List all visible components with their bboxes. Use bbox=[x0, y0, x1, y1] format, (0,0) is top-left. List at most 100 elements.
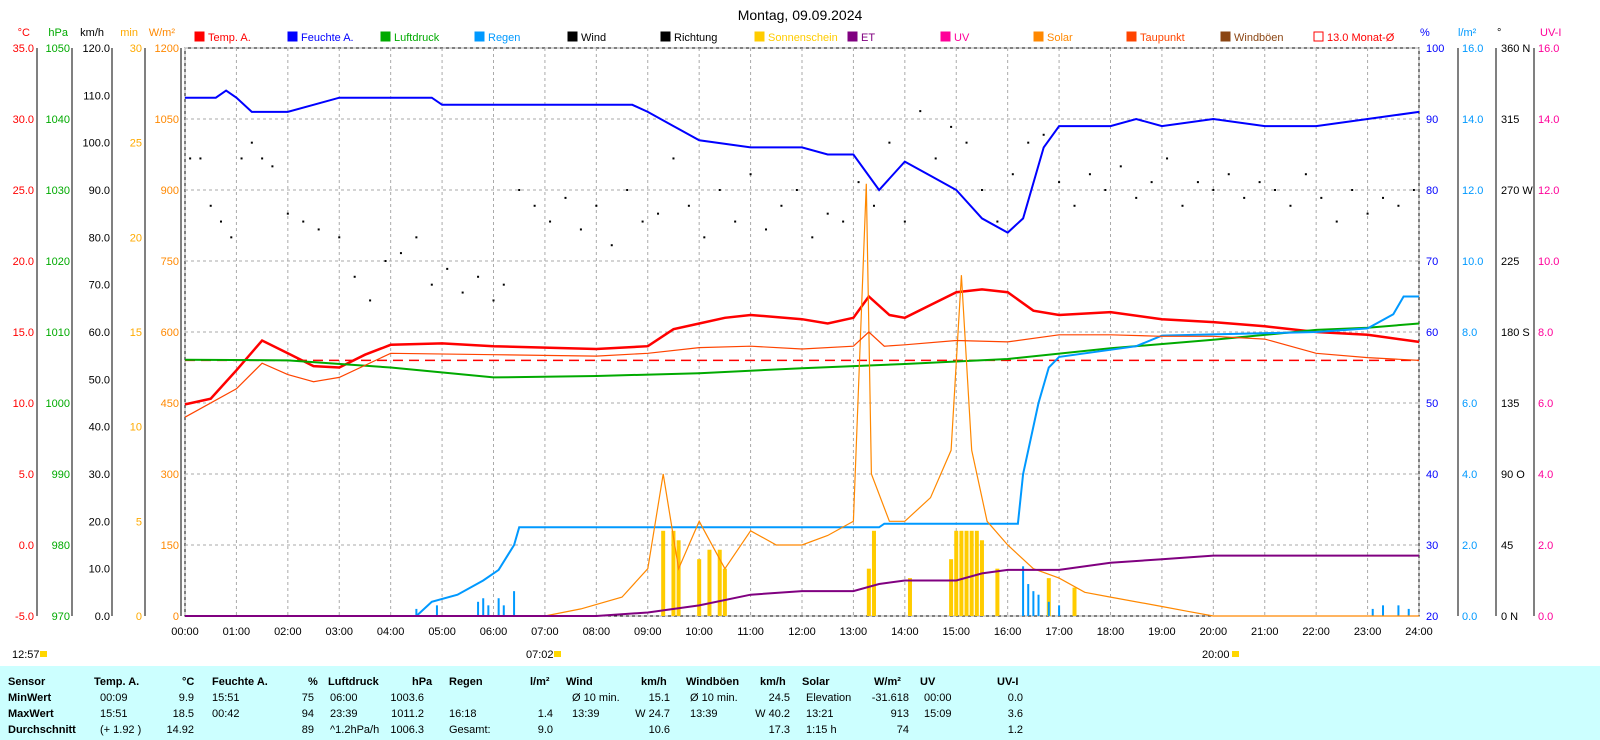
sunshine-bar bbox=[697, 559, 702, 616]
wind-axis-tick: 20.0 bbox=[89, 516, 110, 528]
rain-bar bbox=[1032, 591, 1035, 616]
stats-rain-t: 16:18 bbox=[449, 708, 477, 720]
temp-axis-tick: 20.0 bbox=[13, 256, 34, 268]
stats-solar-v: -31.618 bbox=[871, 692, 909, 704]
rain-bar bbox=[1397, 605, 1400, 616]
direction-dot bbox=[903, 220, 906, 223]
stats-solar-v: 74 bbox=[896, 724, 909, 736]
time-tick: 09:00 bbox=[634, 626, 662, 638]
stats-header-temp-unit: °C bbox=[182, 676, 195, 688]
time-tick: 16:00 bbox=[994, 626, 1022, 638]
direction-dot bbox=[189, 157, 192, 160]
direction-dot bbox=[687, 204, 690, 207]
rain-bar bbox=[415, 608, 418, 616]
solar-axis-tick: 600 bbox=[161, 327, 179, 339]
stats-press-t: ^1.2hPa/h bbox=[330, 724, 380, 736]
sunshine-bar bbox=[969, 530, 974, 616]
time-tick: 21:00 bbox=[1251, 626, 1279, 638]
direction-axis-tick: 360 N bbox=[1501, 43, 1530, 55]
stats-header-sensor: Sensor bbox=[8, 676, 46, 688]
direction-dot bbox=[1212, 189, 1215, 191]
legend-swatch bbox=[660, 31, 671, 42]
legend-label: ET bbox=[861, 32, 875, 44]
legend-label: 13.0 Monat-Ø bbox=[1327, 32, 1395, 44]
sunmin-axis-tick: 30 bbox=[130, 43, 142, 55]
direction-dot bbox=[1397, 204, 1400, 207]
direction-dot bbox=[302, 220, 305, 223]
wind-axis-tick: 60.0 bbox=[89, 327, 110, 339]
stats-header-wind: Wind bbox=[566, 676, 593, 688]
humidity-axis-tick: 20 bbox=[1426, 611, 1438, 623]
legend: Temp. A. Feuchte A. Luftdruck Regen Wind Rich… bbox=[194, 31, 1395, 44]
direction-dot bbox=[672, 157, 675, 160]
rain-axis-tick: 6.0 bbox=[1462, 398, 1477, 410]
rain-axis-tick: 16.0 bbox=[1462, 43, 1483, 55]
time-tick: 19:00 bbox=[1148, 626, 1176, 638]
time-tick: 22:00 bbox=[1302, 626, 1330, 638]
stats-solar-t: 13:21 bbox=[806, 708, 834, 720]
direction-dot bbox=[1196, 181, 1199, 184]
direction-dot bbox=[1150, 181, 1153, 184]
direction-dot bbox=[533, 204, 536, 207]
pressure-axis-tick: 970 bbox=[52, 611, 70, 623]
legend-swatch bbox=[1220, 31, 1231, 42]
wind-axis-tick: 0.0 bbox=[95, 611, 110, 623]
stats-hum-v: 89 bbox=[301, 724, 314, 736]
direction-axis-tick: 0 N bbox=[1501, 611, 1518, 623]
wind-axis-tick: 90.0 bbox=[89, 185, 110, 197]
direction-dot bbox=[240, 157, 243, 160]
direction-dot bbox=[477, 275, 480, 278]
legend-label: Regen bbox=[488, 32, 520, 44]
sunshine-bar bbox=[979, 540, 984, 616]
stats-temp-t: 00:09 bbox=[100, 692, 128, 704]
humidity-axis-tick: 90 bbox=[1426, 114, 1438, 126]
wind-axis-tick: 70.0 bbox=[89, 280, 110, 292]
stats-wind-v: W 24.7 bbox=[635, 708, 670, 720]
sun-icon bbox=[40, 651, 47, 657]
rain-axis-unit: l/m² bbox=[1458, 27, 1477, 39]
wind-axis-unit: km/h bbox=[80, 27, 104, 39]
rain-bar bbox=[497, 598, 500, 616]
stats-gust-t: 13:39 bbox=[690, 708, 718, 720]
sunset-time: 20:00 bbox=[1202, 649, 1230, 661]
rain-line bbox=[185, 295, 1419, 617]
rain-bar bbox=[513, 591, 516, 616]
sunmin-axis-tick: 0 bbox=[136, 611, 142, 623]
chart-axes: °C 35.0 30.0 25.0 20.0 15.0 10.0 5.0 0.0 -5.0 hPa 1… bbox=[13, 27, 1562, 638]
sunshine-bar bbox=[707, 549, 712, 616]
rain-axis-tick: 10.0 bbox=[1462, 256, 1483, 268]
stats-solar-v: 913 bbox=[890, 708, 909, 720]
stats-rain-v: 1.4 bbox=[537, 708, 553, 720]
legend-swatch bbox=[1033, 31, 1044, 42]
rain-bar bbox=[502, 605, 505, 616]
rain-axis-tick: 2.0 bbox=[1462, 540, 1477, 552]
direction-dot bbox=[734, 220, 737, 223]
direction-dot bbox=[430, 283, 433, 286]
stats-hum-v: 75 bbox=[301, 692, 314, 704]
legend-label: Windböen bbox=[1234, 32, 1284, 44]
direction-dot bbox=[1289, 204, 1292, 207]
direction-axis-tick: 225 bbox=[1501, 256, 1519, 268]
legend-swatch bbox=[287, 31, 298, 42]
temp-axis-tick: 0.0 bbox=[19, 540, 34, 552]
direction-dot bbox=[199, 157, 202, 160]
stats-label: Durchschnitt bbox=[8, 724, 76, 736]
rain-axis-tick: 8.0 bbox=[1462, 327, 1477, 339]
solar-axis-tick: 450 bbox=[161, 398, 179, 410]
direction-dot bbox=[950, 125, 953, 128]
stats-gust-t: Ø 10 min. bbox=[690, 692, 738, 704]
stats-temp-t: 15:51 bbox=[100, 708, 128, 720]
time-tick: 14:00 bbox=[891, 626, 919, 638]
humidity-axis-tick: 100 bbox=[1426, 43, 1444, 55]
rain-axis-tick: 0.0 bbox=[1462, 611, 1477, 623]
rain-bar bbox=[1047, 601, 1050, 616]
direction-dot bbox=[261, 157, 264, 160]
stats-wind-v: 10.6 bbox=[648, 724, 670, 736]
direction-dot bbox=[811, 236, 814, 239]
direction-dot bbox=[564, 196, 567, 199]
legend-item: Windböen bbox=[1220, 31, 1284, 44]
et-line bbox=[185, 554, 1419, 617]
stats-temp-t: (+ 1.92 ) bbox=[100, 724, 142, 736]
stats-rain-v: 9.0 bbox=[537, 724, 553, 736]
pressure-axis-tick: 1000 bbox=[46, 398, 70, 410]
